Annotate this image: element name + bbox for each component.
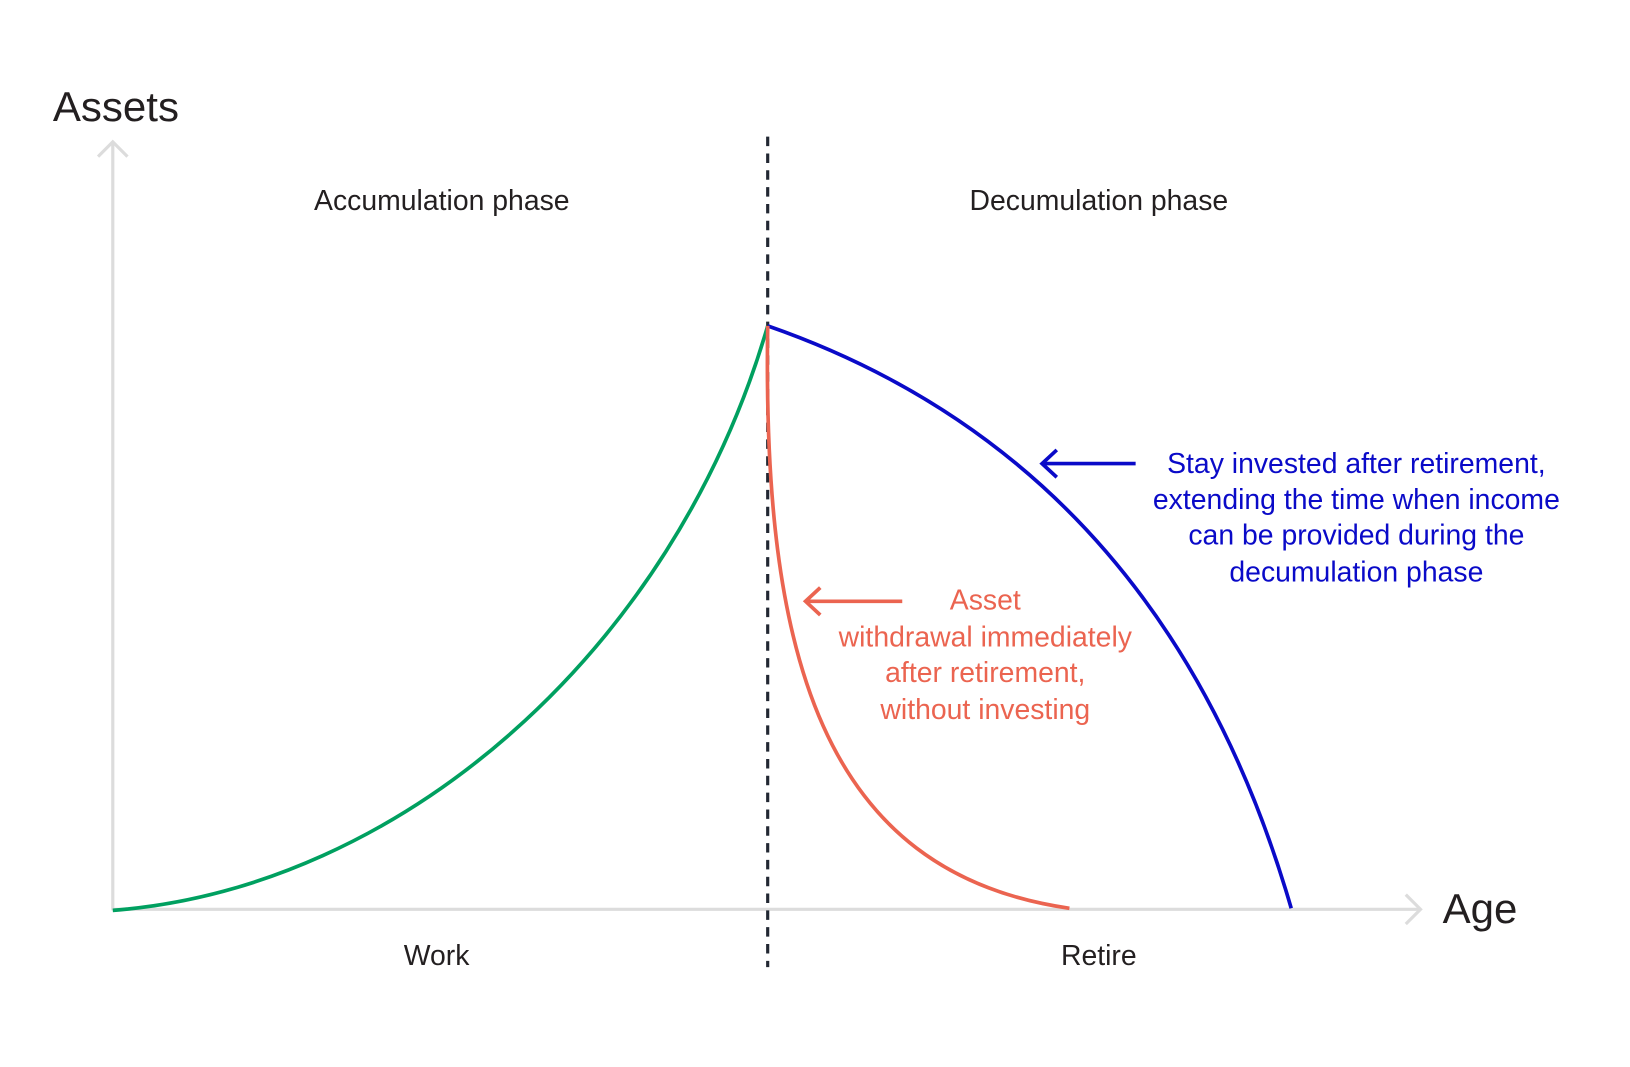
y-axis-arrow-head-icon [96,139,129,158]
withdrawal-arrow-left-icon [802,586,903,617]
x-axis [112,893,1423,926]
withdrawal-annotation-line: Asset [950,585,1021,617]
x-axis-arrow-head-icon [1404,893,1423,926]
invested-annotation-line: decumulation phase [1229,556,1483,588]
y-axis-label: Assets [53,83,179,130]
y-axis [96,139,129,911]
withdrawal-curve [765,325,1070,911]
accumulation-curve [112,325,770,913]
invested-arrow-left-icon [1039,448,1136,479]
retire-label: Retire [1061,940,1137,972]
invested-annotation: Stay invested after retirement, extendin… [1153,448,1560,588]
accumulation-phase-label: Accumulation phase [314,185,570,217]
x-axis-label: Age [1443,885,1518,932]
invested-annotation-line: extending the time when income [1153,484,1560,516]
decumulation-phase-label: Decumulation phase [969,185,1228,217]
invested-curve [767,324,1293,909]
invested-annotation-line: can be provided during the [1188,520,1524,552]
work-label: Work [404,940,470,972]
withdrawal-annotation-line: after retirement, [885,657,1085,689]
withdrawal-annotation-line: withdrawal immediately [838,622,1133,654]
invested-annotation-line: Stay invested after retirement, [1167,448,1546,480]
withdrawal-annotation: Asset withdrawal immediately after retir… [838,585,1133,726]
withdrawal-annotation-line: without investing [879,694,1090,726]
